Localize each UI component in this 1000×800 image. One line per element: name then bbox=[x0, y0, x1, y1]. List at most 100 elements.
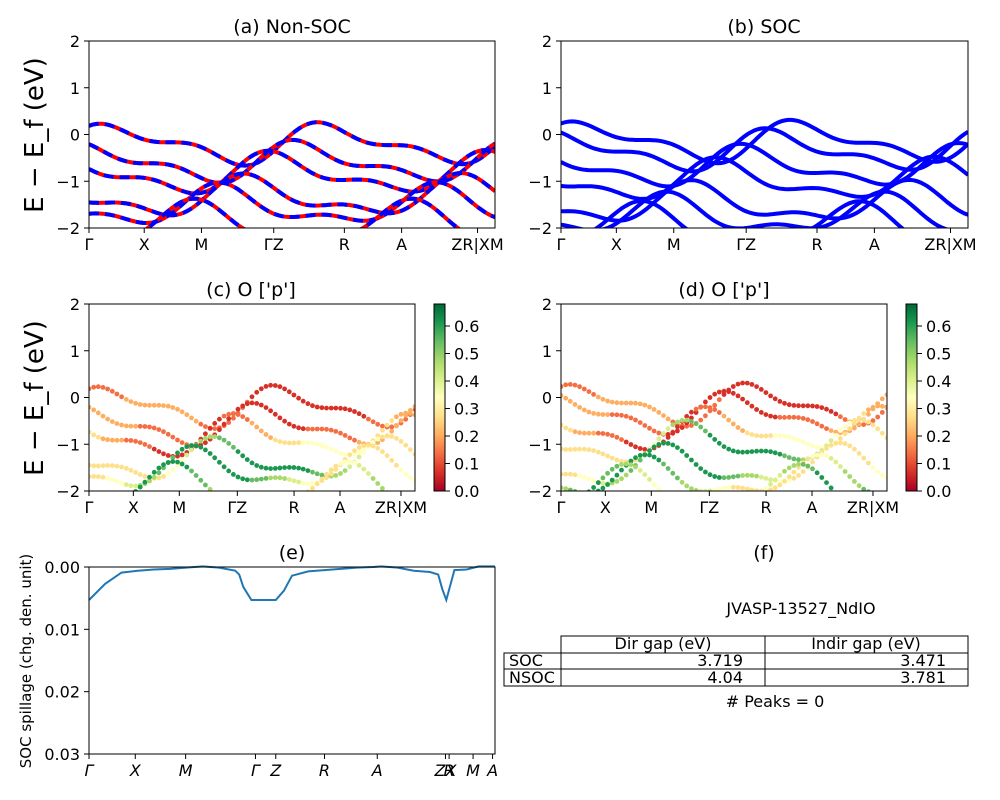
projection-point bbox=[852, 446, 857, 452]
projection-point bbox=[310, 440, 315, 446]
projection-point bbox=[828, 485, 834, 491]
projection-point bbox=[595, 430, 601, 436]
projection-point bbox=[861, 486, 867, 491]
projection-point bbox=[614, 434, 620, 440]
projection-point bbox=[114, 421, 120, 426]
projection-point bbox=[263, 384, 269, 389]
projection-point bbox=[175, 437, 180, 443]
projection-point bbox=[684, 414, 690, 419]
projection-point bbox=[342, 433, 348, 438]
projection-point bbox=[852, 425, 857, 431]
colorbar-tick-label: 0.2 bbox=[926, 427, 951, 446]
projection-point bbox=[856, 417, 862, 423]
colorbar-tick-label: 0.3 bbox=[454, 400, 479, 419]
projection-point bbox=[389, 428, 395, 434]
projection-point bbox=[828, 409, 834, 414]
projection-point bbox=[884, 475, 887, 481]
projection-point bbox=[161, 403, 166, 408]
projection-point bbox=[712, 487, 718, 491]
projection-point bbox=[567, 398, 573, 404]
projection-point bbox=[609, 399, 615, 405]
projection-point bbox=[175, 453, 180, 459]
projection-point bbox=[137, 402, 143, 407]
x-tick-label: ZR|XM bbox=[451, 235, 503, 254]
x-tick-label: M bbox=[667, 235, 681, 254]
projection-point bbox=[749, 403, 755, 409]
projection-point bbox=[595, 449, 601, 455]
projection-point bbox=[572, 402, 578, 407]
projection-point bbox=[258, 428, 264, 434]
projection-point bbox=[716, 486, 722, 491]
projection-point bbox=[151, 402, 157, 408]
projection-point bbox=[407, 475, 413, 480]
band-line bbox=[89, 137, 495, 186]
projection-point bbox=[105, 475, 110, 481]
projection-point bbox=[810, 403, 815, 409]
y-tick-label: 0.01 bbox=[44, 620, 80, 639]
projection-point bbox=[651, 444, 657, 450]
projection-point bbox=[272, 411, 278, 417]
projection-point bbox=[89, 474, 92, 480]
projection-point bbox=[856, 451, 862, 456]
projection-point bbox=[623, 439, 629, 445]
projection-point bbox=[286, 465, 292, 470]
projection-point bbox=[721, 413, 727, 419]
projection-point bbox=[95, 410, 101, 416]
projection-point bbox=[642, 423, 648, 428]
panel-c-ylabel: E − E_f (eV) bbox=[20, 320, 50, 476]
projection-point bbox=[123, 437, 129, 443]
projection-point bbox=[679, 425, 685, 430]
projection-point bbox=[591, 430, 596, 436]
projection-point bbox=[633, 417, 638, 423]
projection-point bbox=[189, 468, 194, 474]
y-tick-label: 1 bbox=[70, 342, 80, 361]
projection-point bbox=[772, 477, 778, 483]
projection-point bbox=[758, 448, 764, 454]
projection-point bbox=[726, 475, 732, 480]
projection-point bbox=[693, 421, 699, 427]
projection-point bbox=[561, 384, 564, 389]
projection-point bbox=[389, 424, 395, 430]
projection-point bbox=[165, 431, 171, 437]
projection-point bbox=[119, 422, 124, 428]
projection-point bbox=[852, 479, 857, 484]
projection-point bbox=[754, 473, 759, 479]
projection-point bbox=[619, 400, 624, 406]
projection-point bbox=[305, 440, 311, 445]
projection-point bbox=[356, 439, 362, 445]
projection-point bbox=[268, 382, 273, 388]
projection-point bbox=[879, 472, 885, 478]
projection-point bbox=[661, 461, 666, 467]
projection-point bbox=[338, 450, 343, 456]
projection-point bbox=[221, 413, 227, 419]
projection-point bbox=[394, 436, 399, 441]
projection-point bbox=[614, 412, 620, 418]
projection-point bbox=[656, 436, 662, 442]
projection-point bbox=[782, 433, 787, 439]
projection-point bbox=[791, 456, 797, 462]
y-tick-label: 0 bbox=[542, 389, 552, 408]
projection-point bbox=[852, 418, 857, 423]
projection-point bbox=[217, 435, 222, 441]
projection-point bbox=[698, 417, 704, 423]
projection-point bbox=[286, 421, 292, 427]
projection-point bbox=[563, 447, 569, 452]
projection-point bbox=[356, 454, 362, 460]
projection-point bbox=[768, 477, 773, 483]
x-tick-label: A bbox=[869, 235, 880, 254]
projection-point bbox=[791, 469, 797, 475]
projection-point bbox=[744, 449, 750, 455]
y-tick-label: 0.02 bbox=[44, 683, 80, 702]
projection-point bbox=[833, 441, 839, 446]
projection-point bbox=[875, 426, 881, 432]
projection-point bbox=[768, 449, 773, 455]
projection-point bbox=[119, 437, 124, 443]
projection-point bbox=[244, 457, 250, 462]
projection-point bbox=[361, 443, 367, 449]
projection-point bbox=[310, 485, 315, 491]
projection-point bbox=[614, 472, 620, 478]
projection-point bbox=[586, 409, 592, 415]
projection-point bbox=[123, 466, 129, 471]
projection-point bbox=[128, 423, 134, 429]
projection-point bbox=[870, 422, 876, 428]
